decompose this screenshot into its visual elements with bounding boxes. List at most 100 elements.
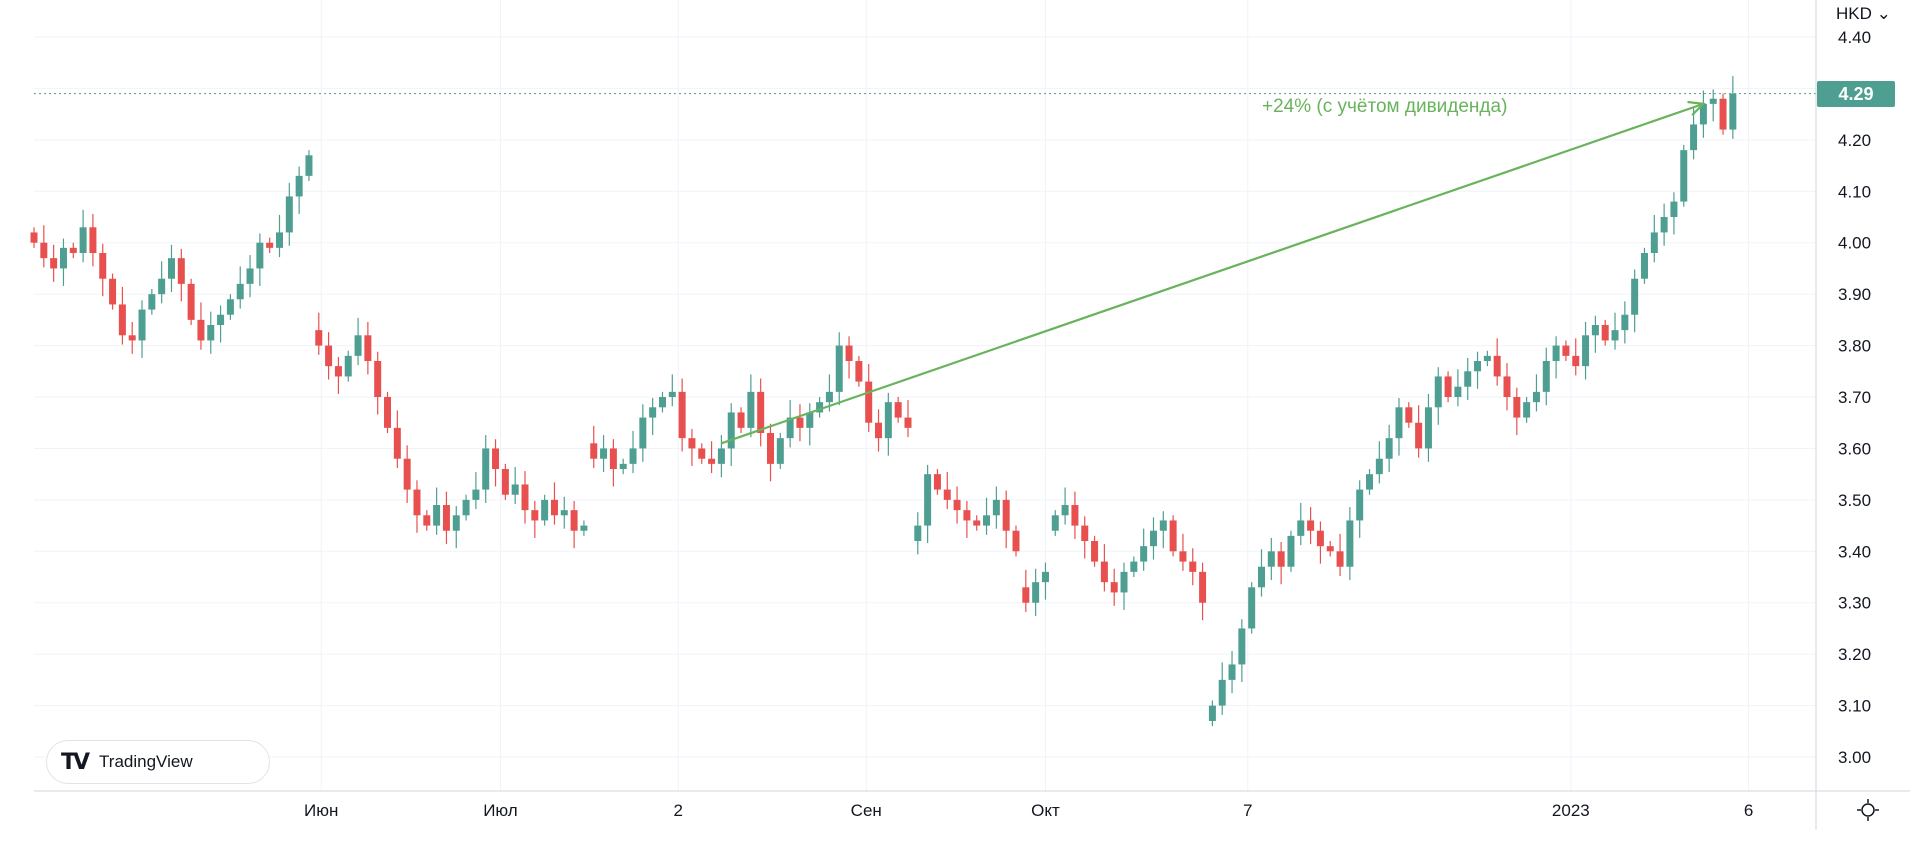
candle [1424,393,1432,462]
candle-body [1159,520,1167,531]
candle [442,491,450,545]
candle-body [914,525,922,542]
candle-body [816,402,824,413]
y-tick-label: 4.10 [1838,182,1871,201]
candle-body [1385,438,1393,459]
candle-body [1248,587,1256,629]
candle [1100,544,1108,592]
candle-body [639,417,647,449]
settings-gear-icon[interactable] [1856,798,1880,822]
candle [992,486,1000,529]
candle-body [1552,345,1560,362]
candle [1582,321,1590,380]
candle-body [983,515,991,526]
candle-body [138,309,146,341]
candle [472,472,480,510]
candle [1405,402,1413,428]
candle-body [904,417,912,428]
candle-body [1032,582,1040,603]
candle-body [1405,407,1413,423]
candle [1120,562,1128,610]
candle-body [50,258,58,269]
candle-body [737,412,745,428]
grid [34,0,1816,791]
candle [747,374,755,438]
candle-body [894,402,902,418]
candle-body [1022,587,1030,603]
candle [69,242,77,259]
candle [1238,619,1246,682]
candle-body [177,258,185,284]
tradingview-logo[interactable]: TV TradingView [46,740,270,784]
candle [1258,549,1265,597]
candle [1513,387,1521,436]
candle-body [1709,98,1717,104]
candle-body [256,242,264,269]
candle [30,227,38,248]
candle-body [501,469,509,495]
candle [50,244,58,282]
candle [285,183,293,246]
candle [855,355,863,387]
candle-body [1356,489,1364,521]
candle [79,209,87,263]
candle-body [452,515,460,531]
candle [619,458,627,475]
candle-body [1660,217,1668,233]
candle [658,391,666,413]
candle [1316,521,1324,564]
candle [1493,338,1501,386]
candle [757,378,765,447]
candle-body [148,294,156,310]
candle-body [845,345,853,362]
candle-body [560,510,568,516]
candle-body [717,448,725,464]
candle [1071,491,1079,539]
candle [865,364,873,432]
x-tick-label: 2023 [1552,801,1590,820]
candle-body [1621,314,1629,331]
candle-body [698,448,706,459]
candle-body [609,448,617,470]
candle-body [226,299,234,315]
candle-body [354,335,362,356]
candle [963,500,971,538]
candle-body [1287,535,1295,567]
chevron-down-icon: ⌄ [1876,4,1891,23]
candle [89,213,97,267]
candle-body [1326,546,1334,552]
candle-body [492,448,500,470]
candle [1650,214,1658,263]
candle [1601,319,1609,346]
current-price-tag: 4.29 [1817,81,1895,107]
candle-body [1375,458,1383,475]
annotation-label: +24% (с учётом дивиденда) [1262,96,1508,117]
candle [433,487,441,535]
candle [207,311,215,354]
candle [1287,530,1295,572]
x-tick-label: Сен [851,801,882,820]
candle-body [747,391,755,428]
candle [560,496,568,529]
candle-body [217,314,225,326]
y-tick-label: 3.50 [1838,491,1871,510]
candle [1562,340,1570,362]
candle-body [1493,355,1501,377]
candle-body [668,391,676,398]
candle [1532,374,1540,412]
candle [197,302,205,350]
y-tick-label: 3.60 [1838,439,1871,458]
candle-body [158,278,166,295]
candle-body [167,258,175,279]
candle-body [1415,422,1423,449]
candle [786,400,794,448]
candle [393,410,401,468]
candle [541,494,549,526]
candle-body [1061,505,1069,516]
candle [1474,351,1482,389]
candle-body [482,448,490,490]
candle [983,497,991,535]
currency-selector[interactable]: HKD ⌄ [1836,4,1891,24]
candle [1385,424,1393,473]
